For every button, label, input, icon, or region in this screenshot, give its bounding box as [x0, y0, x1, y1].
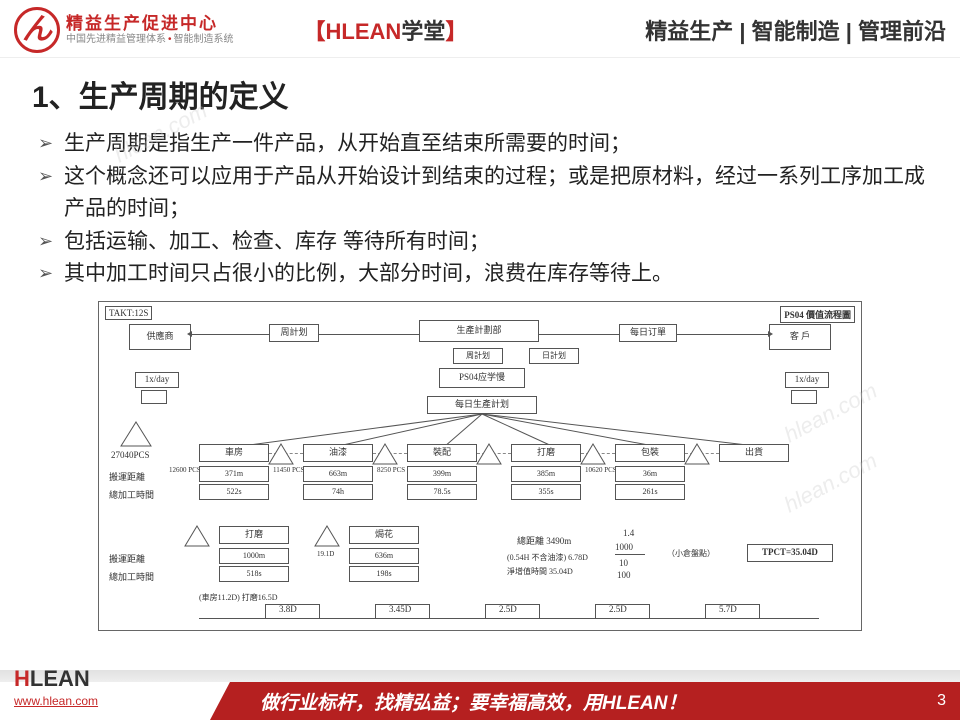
total-dist: 總距離 3490m [517, 534, 571, 547]
process-time: 261s [615, 484, 685, 500]
row2b-label: 總加工時間 [109, 570, 154, 583]
timeline-icon [199, 618, 819, 619]
step-icon [375, 604, 429, 605]
header-right: 精益生产 | 智能制造 | 管理前沿 [645, 14, 946, 46]
logo-letter: ん [22, 15, 52, 45]
page-title: 1、生产周期的定义 [32, 72, 928, 116]
inventory-triangle-icon [183, 524, 211, 548]
value-stream-diagram: TAKT:12S PS04 價值流程圖 供應商 生產計劃部 客 戶 周計划 每日… [98, 301, 862, 631]
inventory-triangle-icon [371, 442, 399, 466]
process-time: 198s [349, 566, 419, 582]
scale-value: 5.7D [719, 604, 737, 614]
ratio: (0.54H 不含油漆) 6.78D [507, 552, 588, 563]
inventory-triangle-icon [475, 442, 503, 466]
ratio-num: 100 [617, 570, 631, 580]
process-dist: 663m [303, 466, 373, 482]
process-qty: 8250 PCS 27.5H [377, 466, 407, 474]
step-icon [759, 604, 760, 618]
step-icon [705, 604, 706, 618]
step-icon [485, 604, 539, 605]
footer: HLEAN www.hlean.com 做行业标杆，找精弘益；要幸福高效，用HL… [0, 662, 960, 720]
step-icon [429, 604, 430, 618]
process-qty: 12600 PCS 42.5H [169, 466, 199, 474]
step-icon [265, 604, 319, 605]
inventory-triangle-icon [313, 524, 341, 548]
process-time: 74h [303, 484, 373, 500]
footer-url[interactable]: www.hlean.com [14, 694, 98, 708]
qty-label: 27040PCS [111, 450, 150, 460]
scale-value: 2.5D [499, 604, 517, 614]
bullet-list: 生产周期是指生产一件产品，从开始直至结束所需要的时间； 这个概念还可以应用于产品… [32, 128, 928, 291]
step-icon [649, 604, 650, 618]
process-qty: 10620 PCS 62.0H [585, 466, 615, 474]
process-box: 出貨 [719, 444, 789, 462]
process-dist: 636m [349, 548, 419, 564]
row1b-label: 搬運距離 [109, 552, 145, 565]
process-box: 油漆 [303, 444, 373, 462]
process-box: 焗花 [349, 526, 419, 544]
header: ん 精益生产促进中心 中国先进精益管理体系•智能制造系统 【HLEAN学堂】 精… [0, 0, 960, 58]
row1-label: 搬運距離 [109, 470, 145, 483]
process-dist: 36m [615, 466, 685, 482]
inventory-triangle-icon [579, 442, 607, 466]
logo-icon: ん [14, 7, 60, 53]
logo-title: 精益生产促进中心 [66, 13, 234, 34]
step-icon [595, 604, 649, 605]
bullet-item: 包括运输、加工、检查、库存 等待所有时间； [38, 226, 928, 259]
inventory-triangle-icon [267, 442, 295, 466]
step-icon [705, 604, 759, 605]
note: （小倉盤點） [667, 548, 715, 559]
process-box: 車房 [199, 444, 269, 462]
process-dist: 399m [407, 466, 477, 482]
bullet-item: 其中加工时间只占很小的比例，大部分时间，浪费在库存等待上。 [38, 258, 928, 291]
inventory-triangle-icon [683, 442, 711, 466]
ratio-num: 1000 [615, 542, 633, 552]
lead: 淨增值時間 35.04D [507, 566, 573, 577]
step-icon [539, 604, 540, 618]
step-icon [375, 604, 376, 618]
logo-text: 精益生产促进中心 中国先进精益管理体系•智能制造系统 [66, 13, 234, 47]
row2-label: 總加工時間 [109, 488, 154, 501]
ratio-num: 10 [619, 558, 628, 568]
step-icon [485, 604, 486, 618]
process-box: 包裝 [615, 444, 685, 462]
process-dist: 1000m [219, 548, 289, 564]
hlean-logo: HLEAN [14, 666, 98, 692]
logo-block: ん 精益生产促进中心 中国先进精益管理体系•智能制造系统 [14, 7, 234, 53]
step-icon [265, 604, 266, 618]
process-box: 打磨 [219, 526, 289, 544]
bullet-item: 这个概念还可以应用于产品从开始设计到结束的过程；或是把原材料，经过一系列工序加工… [38, 161, 928, 226]
process-time: 78.5s [407, 484, 477, 500]
bullet-item: 生产周期是指生产一件产品，从开始直至结束所需要的时间； [38, 128, 928, 161]
process-time: 522s [199, 484, 269, 500]
inventory-triangle-icon [119, 420, 153, 448]
tpct-box: TPCT=35.04D [747, 544, 833, 562]
process-time: 518s [219, 566, 289, 582]
content: 1、生产周期的定义 生产周期是指生产一件产品，从开始直至结束所需要的时间； 这个… [0, 58, 960, 631]
ratio-num: 1.4 [623, 528, 634, 538]
process-dist: 371m [199, 466, 269, 482]
footer-slogan: 做行业标杆，找精弘益；要幸福高效，用HLEAN！ [260, 688, 686, 715]
logo-subtitle: 中国先进精益管理体系•智能制造系统 [66, 34, 234, 47]
step-icon [595, 604, 596, 618]
page-number: 3 [937, 692, 946, 710]
scale-value: 2.5D [609, 604, 627, 614]
header-center: 【HLEAN学堂】 [304, 14, 468, 46]
footer-bar: 做行业标杆，找精弘益；要幸福高效，用HLEAN！ [210, 682, 960, 720]
process-box: 打磨 [511, 444, 581, 462]
step-icon [319, 604, 320, 618]
process-qty: 19.1D [317, 550, 334, 558]
process-time: 355s [511, 484, 581, 500]
process-box: 裝配 [407, 444, 477, 462]
frac-line-icon [615, 554, 645, 555]
bottom-note: (車房11.2D) 打磨16.5D [199, 592, 278, 603]
footer-left: HLEAN www.hlean.com [14, 666, 98, 710]
scale-value: 3.8D [279, 604, 297, 614]
footer-divider [0, 670, 960, 682]
process-qty: 11450 PCS 36H [273, 466, 303, 474]
process-dist: 385m [511, 466, 581, 482]
slide: ん 精益生产促进中心 中国先进精益管理体系•智能制造系统 【HLEAN学堂】 精… [0, 0, 960, 720]
scale-value: 3.45D [389, 604, 411, 614]
